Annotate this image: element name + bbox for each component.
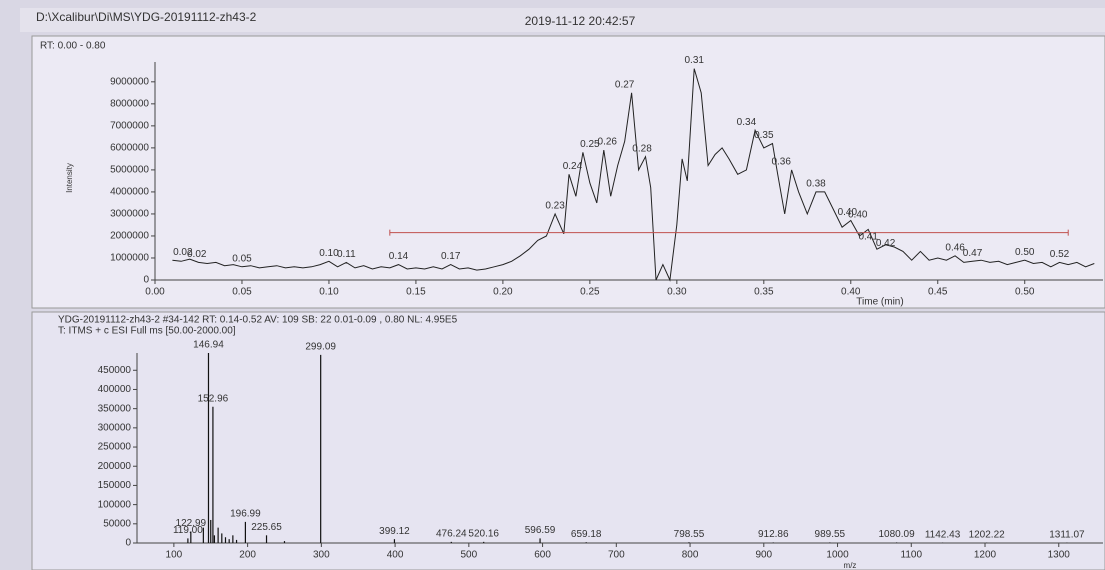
y-tick-label: 8000000 [110,98,149,109]
y-tick-label: 9000000 [110,76,149,87]
x-tick-label: 1200 [974,550,997,561]
x-tick-label: 0.35 [754,287,774,298]
x-tick-label: 500 [460,550,477,561]
x-tick-label: 700 [608,550,625,561]
x-tick-label: 100 [166,550,183,561]
peak-label: 0.28 [632,143,652,154]
peak-label: 225.65 [251,522,282,533]
peak-label: 1142.43 [925,529,961,540]
peak-label: 596.59 [525,525,556,536]
y-tick-label: 50000 [103,518,131,529]
peak-label: 520.16 [468,528,499,539]
x-tick-label: 600 [534,550,551,561]
peak-label: 1080.09 [879,529,916,540]
x-tick-label: 1100 [901,550,923,561]
peak-label: 0.17 [441,251,461,262]
y-tick-label: 1000000 [110,253,149,264]
peak-label: 0.42 [876,238,896,249]
x-tick-label: 300 [313,550,330,561]
y-tick-label: 0 [125,538,131,549]
x-tick-label: 0.40 [841,287,861,298]
peak-label: 0.23 [545,201,565,212]
y-axis-label: Intensity [65,163,74,193]
peak-label: 0.05 [232,253,252,264]
peak-label: 0.40 [848,209,868,220]
peak-label: 152.96 [198,393,229,404]
y-tick-label: 400000 [98,384,132,395]
x-tick-label: 1300 [1048,550,1071,561]
peak-label: 0.27 [615,79,635,90]
peak-label: 0.02 [187,249,207,260]
y-tick-label: 6000000 [110,143,149,154]
peak-label: 0.31 [684,55,704,66]
peak-label: 0.36 [771,157,791,168]
x-tick-label: 1000 [826,550,849,561]
peak-label: 798.55 [674,529,705,540]
x-tick-label: 0.05 [232,287,252,298]
peak-label: 0.11 [337,249,356,260]
file-path: D:\Xcalibur\Di\MS\YDG-20191112-zh43-2 [36,10,257,24]
acquired-datetime: 2019-11-12 20:42:57 [525,14,636,28]
y-tick-label: 0 [143,275,149,286]
peak-label: 989.55 [815,529,846,540]
peak-label: 0.38 [806,179,826,190]
y-tick-label: 100000 [98,499,132,510]
y-tick-label: 4000000 [110,187,149,198]
peak-label: 399.12 [379,526,410,537]
y-tick-label: 5000000 [110,165,149,176]
peak-label: 299.09 [305,342,336,353]
y-tick-label: 3000000 [110,209,149,220]
y-tick-label: 300000 [98,422,132,433]
peak-label: 0.47 [963,248,983,259]
x-tick-label: 900 [755,550,772,561]
x-axis-label: Time (min) [856,297,903,308]
y-tick-label: 350000 [98,403,132,414]
peak-label: 0.14 [389,251,409,262]
chart-title: RT: 0.00 - 0.80 [40,41,106,52]
peak-label: 0.26 [598,137,618,148]
peak-label: 196.99 [230,509,261,520]
spectrum-header: YDG-20191112-zh43-2 #34-142 RT: 0.14-0.5… [58,315,458,326]
x-tick-label: 400 [387,550,404,561]
x-tick-label: 200 [239,550,256,561]
peak-label: 146.94 [193,340,224,351]
x-tick-label: 0.15 [406,287,426,298]
peak-label: 0.52 [1050,249,1070,260]
spectrum-header: T: ITMS + c ESI Full ms [50.00-2000.00] [58,326,236,337]
y-tick-label: 250000 [98,442,132,453]
peak-label: 0.50 [1015,247,1035,258]
x-tick-label: 0.10 [319,287,339,298]
peak-label: 0.24 [563,161,583,172]
x-tick-label: 0.25 [580,287,600,298]
screen: D:\Xcalibur\Di\MS\YDG-20191112-zh43-2 20… [0,0,1105,570]
peak-label: 122.99 [176,518,207,529]
y-tick-label: 2000000 [110,231,149,242]
x-tick-label: 0.45 [928,287,948,298]
peak-label: 476.24 [436,528,467,539]
peak-label: 0.34 [737,117,757,128]
peak-label: 659.18 [571,529,602,540]
y-tick-label: 200000 [98,461,132,472]
y-tick-label: 150000 [98,480,132,491]
y-tick-label: 7000000 [110,120,149,131]
peak-label: 1311.07 [1049,529,1085,540]
peak-label: 912.86 [758,529,789,540]
chromatogram-panel [32,36,1105,308]
x-tick-label: 0.00 [145,287,165,298]
x-tick-label: 800 [682,550,699,561]
x-tick-label: 0.50 [1015,287,1035,298]
x-axis-label: m/z [844,561,857,570]
y-tick-label: 450000 [98,365,132,376]
x-tick-label: 0.20 [493,287,513,298]
peak-label: 0.35 [754,130,774,141]
peak-label: 1202.22 [969,529,1006,540]
x-tick-label: 0.30 [667,287,687,298]
